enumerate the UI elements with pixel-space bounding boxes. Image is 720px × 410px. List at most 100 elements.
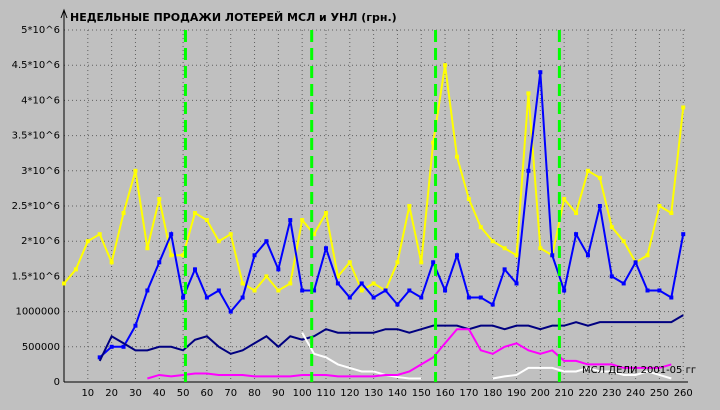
marker	[574, 232, 579, 237]
marker	[192, 267, 197, 272]
marker	[526, 91, 531, 96]
marker	[312, 232, 317, 237]
marker	[490, 239, 495, 244]
marker	[609, 274, 614, 279]
x-tick-label: 140	[388, 388, 407, 399]
marker	[669, 211, 674, 216]
marker	[502, 246, 507, 251]
x-tick-label: 40	[153, 388, 166, 399]
marker	[288, 218, 293, 223]
marker	[395, 302, 400, 307]
x-tick-label: 260	[674, 388, 693, 399]
marker	[276, 267, 281, 272]
marker	[300, 218, 305, 223]
marker	[609, 225, 614, 230]
marker	[216, 239, 221, 244]
marker	[121, 211, 126, 216]
marker	[562, 196, 567, 201]
x-tick-label: 120	[340, 388, 359, 399]
marker	[585, 253, 590, 258]
y-tick-label: 4.5*10^6	[12, 60, 60, 71]
marker	[312, 288, 317, 293]
marker	[621, 239, 626, 244]
marker	[109, 260, 114, 265]
marker	[431, 140, 436, 145]
marker	[407, 288, 412, 293]
series-line	[98, 314, 684, 362]
marker	[526, 168, 531, 173]
marker	[264, 274, 269, 279]
marker	[681, 232, 686, 237]
marker	[443, 288, 448, 293]
x-tick-label: 150	[412, 388, 431, 399]
marker	[681, 105, 686, 110]
marker	[97, 355, 102, 360]
marker	[645, 253, 650, 258]
marker	[335, 281, 340, 286]
x-tick-label: 210	[555, 388, 574, 399]
x-tick-label: 250	[650, 388, 669, 399]
marker	[204, 295, 209, 300]
x-tick-label: 30	[129, 388, 142, 399]
marker	[145, 288, 150, 293]
series-line	[301, 332, 422, 380]
x-tick-label: 80	[248, 388, 261, 399]
marker	[443, 63, 448, 68]
y-tick-label: 2.5*10^6	[12, 201, 60, 212]
marker	[431, 260, 436, 265]
y-axis-arrow	[60, 8, 68, 19]
y-tick-label: 3*10^6	[21, 166, 60, 177]
marker	[264, 239, 269, 244]
x-tick-label: 190	[507, 388, 526, 399]
marker	[478, 295, 483, 300]
marker	[359, 281, 364, 286]
marker	[538, 246, 543, 251]
marker	[585, 168, 590, 173]
marker	[395, 260, 400, 265]
marker	[478, 225, 483, 230]
x-tick-label: 70	[224, 388, 237, 399]
marker	[538, 70, 543, 75]
series-line	[99, 72, 685, 359]
x-tick-label: 220	[578, 388, 597, 399]
series-line	[147, 328, 672, 380]
marker	[85, 239, 90, 244]
x-tick-label: 60	[201, 388, 214, 399]
marker	[657, 288, 662, 293]
marker	[574, 211, 579, 216]
marker	[157, 260, 162, 265]
marker	[288, 281, 293, 286]
marker	[407, 204, 412, 208]
marker	[97, 232, 102, 237]
marker	[133, 168, 138, 173]
marker	[657, 204, 662, 208]
marker	[204, 218, 209, 223]
marker	[323, 211, 328, 216]
marker	[252, 288, 257, 293]
marker	[597, 175, 602, 180]
y-tick-label: 0	[54, 377, 60, 388]
marker	[502, 267, 507, 272]
marker	[550, 253, 555, 258]
marker	[562, 288, 567, 293]
y-tick-label: 500000	[22, 342, 60, 353]
y-tick-label: 1.5*10^6	[12, 271, 60, 282]
marker	[240, 281, 245, 286]
x-tick-label: 10	[81, 388, 94, 399]
marker	[145, 246, 150, 251]
marker	[419, 260, 424, 265]
y-tick-label: 1000000	[15, 307, 60, 318]
x-tick-label: 160	[436, 388, 455, 399]
x-tick-label: 180	[483, 388, 502, 399]
marker	[347, 260, 352, 265]
marker	[252, 253, 257, 258]
marker	[192, 211, 197, 216]
x-tick-label: 100	[293, 388, 312, 399]
series-line	[492, 366, 672, 380]
marker	[347, 295, 352, 300]
marker	[109, 344, 114, 349]
y-tick-label: 3.5*10^6	[12, 131, 60, 142]
marker	[597, 204, 602, 208]
x-tick-label: 240	[626, 388, 645, 399]
